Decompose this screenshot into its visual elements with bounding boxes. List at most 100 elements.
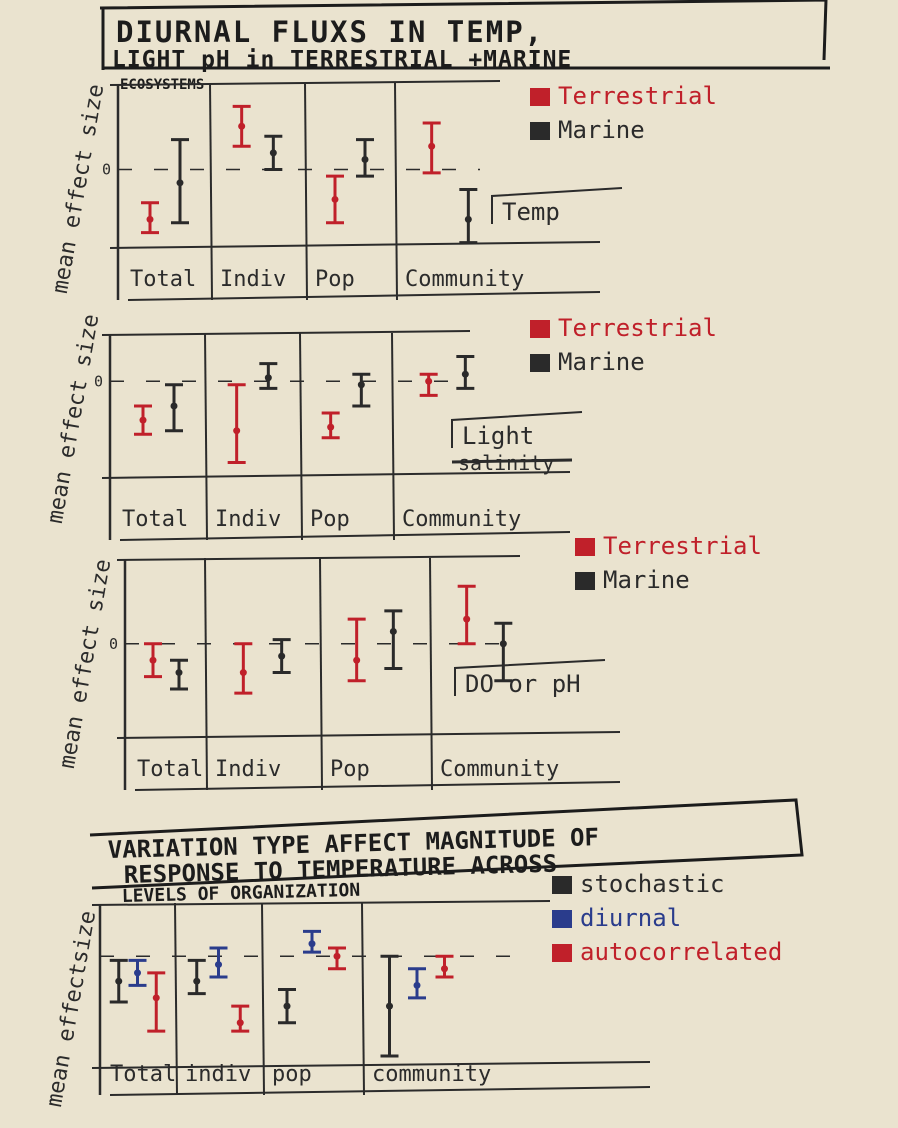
legend-swatch bbox=[530, 88, 550, 106]
category-label: Community bbox=[405, 267, 524, 292]
errorbar-marine bbox=[170, 658, 188, 691]
errorbar-terrestrial bbox=[134, 404, 152, 436]
category-divider bbox=[361, 902, 365, 1096]
top-border bbox=[101, 330, 471, 336]
errorbar-mean-point bbox=[464, 215, 472, 223]
legend-label: Marine bbox=[558, 116, 645, 144]
category-label: Total bbox=[130, 267, 196, 292]
errorbar-marine bbox=[272, 638, 291, 675]
errorbar-marine bbox=[264, 134, 283, 171]
category-baseline bbox=[127, 291, 601, 301]
errorbar-autocorrelated bbox=[147, 971, 166, 1033]
tag-box bbox=[454, 659, 606, 696]
errorbar-mean-point bbox=[239, 669, 247, 677]
category-label: Community bbox=[402, 507, 521, 532]
errorbar-mean-point bbox=[386, 1002, 393, 1010]
errorbar-autocorrelated bbox=[435, 954, 454, 979]
category-label: Indiv bbox=[215, 757, 281, 782]
errorbar-mean-point bbox=[152, 994, 160, 1002]
errorbar-terrestrial bbox=[457, 584, 476, 646]
errorbar-mean-point bbox=[233, 427, 241, 435]
strikethrough-line bbox=[451, 458, 573, 464]
top-border bbox=[116, 555, 521, 561]
category-divider bbox=[204, 332, 208, 541]
category-label: Pop bbox=[310, 507, 350, 532]
errorbar-mean-point bbox=[441, 965, 448, 973]
errorbar-marine bbox=[456, 355, 475, 390]
legend-label: diurnal bbox=[580, 904, 681, 932]
errorbar-marine bbox=[352, 372, 371, 408]
zero-label: 0 bbox=[109, 635, 118, 653]
errorbar-mean-point bbox=[361, 156, 369, 164]
errorbar-stochastic bbox=[380, 954, 399, 1058]
category-label: Total bbox=[110, 1062, 176, 1087]
category-label: Indiv bbox=[220, 267, 286, 292]
errorbar-marine bbox=[356, 138, 374, 178]
legend-swatch bbox=[530, 320, 550, 338]
errorbar-mean-point bbox=[499, 640, 507, 648]
category-label: indiv bbox=[185, 1062, 251, 1087]
category-label: Total bbox=[122, 507, 188, 532]
errorbar-mean-point bbox=[146, 215, 154, 223]
legend-label: Terrestrial bbox=[558, 314, 717, 342]
category-divider bbox=[429, 557, 433, 791]
errorbar-terrestrial bbox=[419, 372, 438, 397]
errorbar-mean-point bbox=[428, 142, 436, 150]
errorbar-stochastic bbox=[278, 988, 296, 1025]
zero-label: 0 bbox=[102, 161, 111, 179]
category-label: Pop bbox=[330, 757, 370, 782]
category-divider bbox=[391, 332, 395, 541]
errorbar-mean-point bbox=[115, 977, 123, 985]
errorbar-mean-point bbox=[176, 179, 184, 187]
errorbar-terrestrial bbox=[232, 104, 251, 148]
zero-label: 0 bbox=[94, 372, 103, 390]
category-baseline bbox=[119, 531, 571, 541]
page-title-line1: DIURNAL FLUXS IN TEMP, bbox=[116, 15, 544, 49]
errorbar-diurnal bbox=[408, 967, 426, 1000]
category-divider bbox=[261, 902, 265, 1096]
category-label: Community bbox=[440, 757, 559, 782]
errorbar-mean-point bbox=[278, 652, 286, 660]
errorbar-terrestrial bbox=[321, 411, 340, 440]
x-axis bbox=[116, 731, 621, 739]
errorbar-diurnal bbox=[128, 958, 147, 987]
category-divider bbox=[319, 557, 323, 791]
errorbar-terrestrial bbox=[347, 617, 366, 683]
errorbar-mean-point bbox=[327, 423, 335, 431]
legend-swatch bbox=[552, 876, 572, 894]
legend-swatch bbox=[552, 944, 572, 962]
errorbar-mean-point bbox=[463, 615, 471, 623]
legend-label: Marine bbox=[603, 566, 690, 594]
errorbar-mean-point bbox=[264, 374, 272, 382]
errorbar-mean-point bbox=[333, 952, 341, 960]
errorbar-terrestrial bbox=[326, 174, 344, 225]
category-divider bbox=[209, 82, 213, 301]
errorbar-marine bbox=[259, 362, 278, 390]
legend-label: autocorrelated bbox=[580, 938, 782, 966]
category-divider bbox=[304, 82, 308, 301]
errorbar-terrestrial bbox=[141, 201, 159, 235]
errorbar-mean-point bbox=[149, 656, 157, 664]
category-label: Pop bbox=[315, 267, 355, 292]
legend-swatch bbox=[530, 354, 550, 372]
legend-label: stochastic bbox=[580, 870, 725, 898]
category-label: pop bbox=[272, 1062, 312, 1087]
x-axis bbox=[101, 471, 571, 479]
errorbar-terrestrial bbox=[144, 642, 162, 679]
legend-swatch bbox=[530, 122, 550, 140]
page-title-line2: LIGHT pH in TERRESTRIAL +MARINE bbox=[112, 47, 572, 73]
errorbar-mean-point bbox=[357, 381, 365, 389]
tag-box bbox=[491, 187, 623, 224]
errorbar-mean-point bbox=[175, 669, 183, 677]
category-divider bbox=[394, 82, 398, 301]
errorbar-mean-point bbox=[461, 370, 469, 378]
tag-box bbox=[451, 411, 583, 448]
errorbar-mean-point bbox=[269, 149, 277, 157]
errorbar-mean-point bbox=[308, 940, 316, 948]
errorbar-mean-point bbox=[170, 402, 178, 410]
legend-swatch bbox=[575, 538, 595, 556]
errorbar-marine bbox=[459, 187, 478, 245]
